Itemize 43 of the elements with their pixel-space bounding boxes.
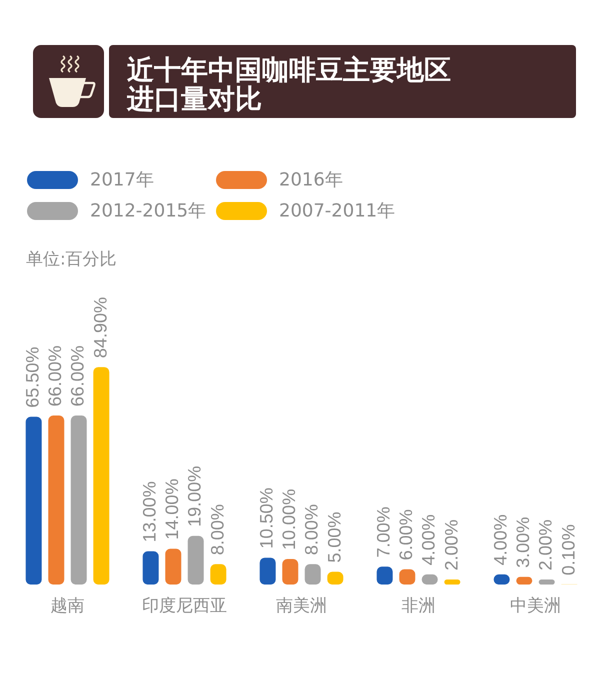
legend-label: 2007-2011年 [279,200,396,222]
data-label: 6.00% [396,509,416,560]
x-tick-label: 印度尼西亚 [142,596,227,616]
data-label: 0.10% [558,524,578,576]
data-label: 7.00% [374,506,394,558]
data-label: 84.90% [90,297,110,358]
data-label: 4.00% [490,514,511,566]
bar [142,551,159,585]
x-tick-label: 中美洲 [510,596,561,616]
bar [48,415,64,585]
bar [165,548,182,585]
data-label: 2.00% [441,519,462,570]
legend-label: 2012-2015年 [90,200,206,222]
bar [260,558,276,585]
text: 单位:百分比 [26,249,117,270]
x-tick-label: 南美洲 [276,596,327,616]
bar [70,415,87,585]
title-banner: 近十年中国咖啡豆主要地区进口量对比 [109,45,576,118]
data-label: 3.00% [513,516,534,568]
bar [93,367,110,585]
data-label: 66.00% [68,345,88,406]
bar [304,564,321,585]
bar [282,558,298,585]
chart-title: 近十年中国咖啡豆主要地区进口量对比 [127,55,452,115]
data-label: 66.00% [45,345,66,406]
x-tick-label: 非洲 [402,596,436,616]
data-label: 19.00% [184,466,205,527]
data-label: 8.00% [302,504,322,556]
legend-label: 2017年 [90,170,154,191]
data-label: 4.00% [418,514,439,566]
bar [188,536,204,585]
data-label: 2.00% [536,519,556,570]
legend-label: 2016年 [279,170,343,191]
data-label: 10.00% [279,488,300,550]
bar [210,564,226,585]
data-label: 5.00% [324,512,344,563]
data-label: 14.00% [162,478,182,540]
bar [26,416,42,585]
x-tick-label: 越南 [50,596,84,616]
data-label: 8.00% [207,504,228,556]
data-label: 10.50% [256,488,277,549]
data-label: 13.00% [140,481,160,542]
data-label: 65.50% [22,346,43,408]
